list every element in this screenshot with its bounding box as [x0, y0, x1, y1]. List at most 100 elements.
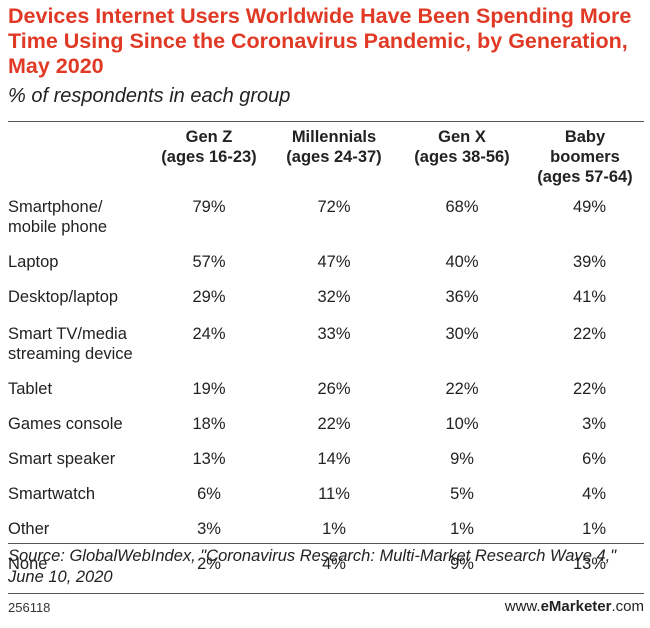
table-row: Smart speaker 13% 14% 9% 6%	[8, 445, 644, 480]
row-label: Laptop	[8, 248, 148, 283]
cell-value: 13%	[192, 450, 226, 468]
column-header-line: Baby	[564, 128, 606, 146]
cell-value: 9%	[450, 450, 474, 468]
cell-value: 22%	[445, 380, 479, 398]
cell-value: 39%	[572, 253, 606, 271]
table-row: Smartwatch 6% 11% 5% 4%	[8, 480, 644, 515]
row-label-line: mobile phone	[8, 218, 108, 236]
cell-value: 11%	[318, 485, 350, 503]
column-header-line: (ages 57-64)	[537, 168, 633, 186]
header-row-label	[8, 125, 148, 191]
row-label-line: Smartwatch	[8, 485, 96, 503]
table-row: Smart TV/media streaming device 24% 33% 30% 2…	[8, 318, 644, 375]
chart-id: 256118	[8, 600, 51, 615]
footer-divider	[8, 593, 644, 594]
table-row: Other 3% 1% 1% 1%	[8, 515, 644, 550]
chart-title: Devices Internet Users Worldwide Have Be…	[8, 4, 632, 78]
cell-value: 22%	[572, 325, 606, 343]
cell-value: 18%	[192, 415, 226, 433]
row-label-line: None	[8, 555, 48, 573]
column-header-gen-x: Gen X (ages 38-56)	[398, 125, 526, 191]
column-header-baby-boomers: Baby boomers (ages 57-64)	[526, 125, 644, 191]
row-label-line: Smart TV/media	[8, 325, 127, 343]
cell-value: 49%	[572, 198, 606, 216]
column-header-line: (ages 38-56)	[414, 148, 510, 166]
table-row: Laptop 57% 47% 40% 39%	[8, 248, 644, 283]
row-label: Smartwatch	[8, 480, 148, 515]
row-label-line: Desktop/laptop	[8, 288, 119, 306]
cell-value: 29%	[192, 288, 226, 306]
cell-value: 6%	[582, 450, 606, 468]
cell-value: 41%	[572, 288, 606, 306]
table-row: None 2% 4% 9% 13%	[8, 550, 644, 585]
cell-value: 68%	[445, 198, 479, 216]
data-table: Gen Z (ages 16-23) Millennials (ages 24-…	[8, 125, 644, 585]
brand-name: eMarketer	[540, 598, 612, 615]
table-row: Games console 18% 22% 10% 3%	[8, 410, 644, 445]
cell-value: 3%	[197, 520, 221, 538]
cell-value: 3%	[582, 415, 606, 433]
column-header-millennials: Millennials (ages 24-37)	[270, 125, 398, 191]
cell-value: 19%	[192, 380, 226, 398]
chart-subtitle: % of respondents in each group	[8, 85, 291, 107]
row-label: Desktop/laptop	[8, 283, 148, 318]
cell-value: 22%	[317, 415, 351, 433]
column-header-line: Gen Z	[185, 128, 233, 146]
cell-value: 79%	[192, 198, 226, 216]
cell-value: 2%	[197, 555, 221, 573]
cell-value: 26%	[317, 380, 351, 398]
row-label: Tablet	[8, 375, 148, 410]
cell-value: 32%	[317, 288, 351, 306]
top-divider	[8, 121, 644, 122]
cell-value: 30%	[445, 325, 479, 343]
table-row: Smartphone/mobile phone 79% 72% 68% 49%	[8, 191, 644, 248]
cell-value: 13%	[572, 555, 606, 573]
column-header-line: (ages 24-37)	[286, 148, 382, 166]
bottom-divider	[8, 543, 644, 544]
brand-prefix: www.	[504, 598, 541, 615]
cell-value: 36%	[445, 288, 479, 306]
row-label: Smartphone/mobile phone	[8, 191, 148, 248]
cell-value: 10%	[445, 415, 479, 433]
column-header-line: boomers	[550, 148, 620, 166]
cell-value: 1%	[450, 520, 474, 538]
row-label-line: streaming device	[8, 345, 133, 363]
row-label-line: Tablet	[8, 380, 53, 398]
cell-value: 6%	[197, 485, 221, 503]
cell-value: 40%	[445, 253, 479, 271]
column-header-line: Gen X	[438, 128, 486, 146]
row-label-line: Other	[8, 520, 50, 538]
cell-value: 5%	[450, 485, 474, 503]
row-label: Games console	[8, 410, 148, 445]
cell-value: 57%	[192, 253, 226, 271]
row-label: Smart TV/media streaming device	[8, 318, 148, 375]
table-row: Tablet 19% 26% 22% 22%	[8, 375, 644, 410]
cell-value: 47%	[317, 253, 351, 271]
row-label-line: Games console	[8, 415, 123, 433]
header-row: Gen Z (ages 16-23) Millennials (ages 24-…	[8, 125, 644, 191]
table-body: Smartphone/mobile phone 79% 72% 68% 49% Lapto…	[8, 191, 644, 585]
row-label: Smart speaker	[8, 445, 148, 480]
column-header-gen-z: Gen Z (ages 16-23)	[148, 125, 270, 191]
row-label-line: Laptop	[8, 253, 59, 271]
cell-value: 22%	[572, 380, 606, 398]
cell-value: 1%	[322, 520, 346, 538]
cell-value: 1%	[582, 520, 606, 538]
brand-suffix: .com	[611, 598, 644, 615]
brand-link[interactable]: www.eMarketer.com	[505, 598, 644, 615]
column-header-line: Millennials	[291, 128, 377, 146]
column-header-line: (ages 16-23)	[161, 148, 257, 166]
cell-value: 9%	[450, 555, 474, 573]
row-label-line: Smartphone/	[8, 198, 103, 216]
cell-value: 33%	[317, 325, 351, 343]
table-row: Desktop/laptop 29% 32% 36% 41%	[8, 283, 644, 318]
cell-value: 4%	[322, 555, 346, 573]
cell-value: 14%	[317, 450, 351, 468]
row-label: Other	[8, 515, 148, 550]
cell-value: 4%	[582, 485, 606, 503]
cell-value: 24%	[192, 325, 226, 343]
row-label-line: Smart speaker	[8, 450, 116, 468]
source-note: Source: GlobalWebIndex, "Coronavirus Res…	[8, 547, 617, 586]
cell-value: 72%	[317, 198, 351, 216]
row-label: None	[8, 550, 148, 585]
